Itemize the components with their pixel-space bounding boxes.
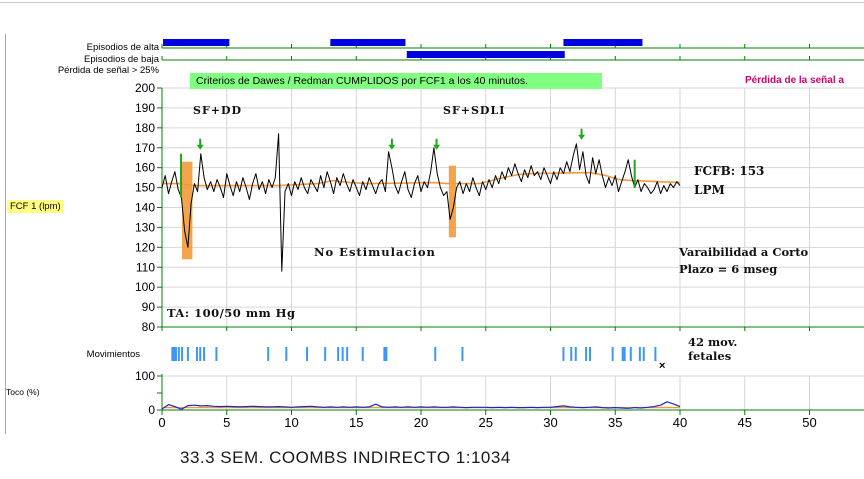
svg-text:20: 20 bbox=[414, 415, 428, 430]
episode-rows bbox=[161, 39, 864, 61]
fcf-axis-label: FCF 1 (lpm) bbox=[7, 200, 64, 213]
svg-text:80: 80 bbox=[142, 320, 156, 334]
svg-text:190: 190 bbox=[135, 101, 155, 115]
fhr-grid bbox=[162, 87, 864, 327]
fhr-axes: 80 90 100 110 120 130 140 150 160 170 180 190 200 bbox=[135, 81, 864, 334]
annotation-no-estimulacion: No Estimulacion bbox=[314, 245, 436, 259]
top-divider bbox=[0, 2, 864, 3]
fhr-baseline bbox=[162, 171, 681, 187]
accel-markers bbox=[180, 128, 636, 198]
svg-text:40: 40 bbox=[673, 415, 687, 430]
svg-text:45: 45 bbox=[738, 415, 752, 430]
svg-text:130: 130 bbox=[135, 220, 155, 234]
movement-ticks bbox=[171, 347, 657, 361]
annotation-movement-count-line2: fetales bbox=[688, 349, 732, 363]
annotation-ta: TA: 100/50 mm Hg bbox=[167, 306, 296, 320]
svg-text:15: 15 bbox=[349, 415, 363, 430]
label-perdida-senal: Pérdida de señal > 25% bbox=[57, 65, 159, 76]
annotation-stv-line1: Varaibilidad a Corto bbox=[679, 245, 809, 259]
svg-text:30: 30 bbox=[543, 415, 557, 430]
svg-text:120: 120 bbox=[135, 240, 155, 254]
svg-text:140: 140 bbox=[135, 201, 155, 215]
svg-text:100: 100 bbox=[135, 369, 155, 383]
svg-text:35: 35 bbox=[608, 415, 622, 430]
svg-text:5: 5 bbox=[223, 415, 230, 430]
annotation-movement-count: 42 mov. bbox=[688, 335, 738, 349]
svg-text:0: 0 bbox=[158, 415, 165, 430]
toco-axes: 100 00 5 10 15 20 25 30 35 40 45 50 bbox=[135, 369, 864, 430]
svg-text:170: 170 bbox=[135, 141, 155, 155]
event-bars bbox=[181, 161, 456, 260]
svg-text:180: 180 bbox=[135, 121, 155, 135]
svg-text:100: 100 bbox=[135, 280, 155, 294]
fhr-trace bbox=[161, 133, 681, 272]
label-episodios-alta: Episodios de alta bbox=[86, 42, 159, 53]
toco-axis-label: Toco (%) bbox=[6, 387, 40, 397]
annotation-sf-sdli: SF+SDLI bbox=[443, 104, 506, 117]
annotation-fcfb-value: FCFB: 153 bbox=[694, 164, 765, 178]
svg-text:110: 110 bbox=[136, 260, 155, 274]
toco-trace bbox=[161, 401, 681, 410]
svg-text:200: 200 bbox=[135, 81, 155, 95]
patient-caption: 33.3 SEM. COOMBS INDIRECTO 1:1034 bbox=[180, 448, 511, 467]
svg-text:25: 25 bbox=[479, 415, 493, 430]
annotation-stv-line2: Plazo = 6 mseg bbox=[679, 262, 778, 276]
svg-text:160: 160 bbox=[135, 161, 155, 175]
x-marker: × bbox=[659, 360, 666, 372]
svg-text:50: 50 bbox=[802, 415, 816, 430]
svg-text:90: 90 bbox=[142, 300, 156, 314]
label-episodios-baja: Episodios de baja bbox=[84, 54, 159, 65]
annotation-fcfb-units: LPM bbox=[694, 183, 725, 197]
signal-loss-note: Pérdida de la señal a bbox=[745, 75, 844, 86]
annotation-sf-dd: SF+DD bbox=[193, 104, 243, 117]
movements-axis-label: Movimientos bbox=[86, 349, 140, 360]
svg-text:150: 150 bbox=[135, 181, 155, 195]
svg-text:0: 0 bbox=[148, 403, 155, 417]
left-divider bbox=[5, 34, 6, 434]
dawes-redman-banner: Criterios de Dawes / Redman CUMPLIDOS po… bbox=[190, 73, 602, 89]
svg-text:10: 10 bbox=[284, 415, 298, 430]
